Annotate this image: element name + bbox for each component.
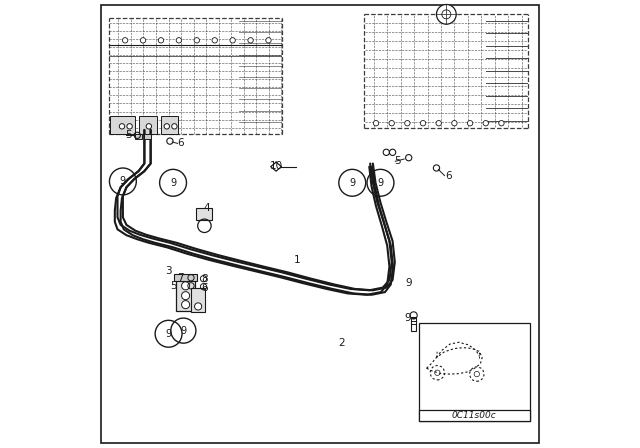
Text: 10: 10 [269,161,283,171]
Circle shape [248,38,253,43]
Circle shape [483,121,488,126]
Circle shape [420,121,426,126]
Text: 1: 1 [293,255,300,265]
Circle shape [452,121,457,126]
Text: 9: 9 [180,326,186,336]
Text: 9: 9 [166,329,172,339]
Bar [161,116,178,134]
Bar [110,116,135,134]
Text: 0C11s00c: 0C11s00c [452,411,497,420]
Text: 5: 5 [125,130,132,140]
Bar [176,279,195,311]
Circle shape [127,124,132,129]
Text: 6: 6 [177,138,184,148]
Circle shape [499,121,504,126]
Circle shape [194,38,200,43]
Text: 2: 2 [338,338,345,348]
Bar [196,208,212,220]
Bar [139,116,157,134]
Circle shape [373,121,379,126]
Circle shape [404,121,410,126]
Circle shape [164,124,170,129]
Circle shape [467,121,473,126]
Circle shape [195,303,202,310]
Circle shape [182,301,189,309]
Circle shape [436,121,442,126]
Circle shape [230,38,236,43]
Circle shape [146,124,152,129]
Text: 4: 4 [204,203,211,213]
Text: 6: 6 [445,171,452,181]
Circle shape [140,38,146,43]
Text: 8: 8 [201,274,208,284]
Circle shape [122,38,128,43]
Bar [419,323,530,421]
Bar [145,134,151,139]
Bar [419,410,530,421]
Circle shape [158,38,164,43]
Circle shape [182,282,189,290]
Text: 9: 9 [170,178,176,188]
Text: 7: 7 [177,273,184,283]
Text: 9: 9 [378,178,383,188]
Text: 9: 9 [405,278,412,288]
Bar [412,317,416,331]
Circle shape [182,292,189,300]
Circle shape [119,124,125,129]
Circle shape [176,38,182,43]
Circle shape [266,38,271,43]
Circle shape [389,121,394,126]
Text: 3: 3 [165,266,172,276]
Text: 5: 5 [170,281,177,291]
Bar [136,134,142,139]
Circle shape [436,4,456,24]
Circle shape [172,124,177,129]
Bar [174,274,197,281]
Text: 6: 6 [201,283,208,293]
Circle shape [212,38,218,43]
Bar [191,288,205,312]
Text: 9: 9 [349,178,355,188]
Text: 9: 9 [120,177,126,186]
Text: 9: 9 [404,313,411,323]
Text: 5: 5 [394,156,401,166]
